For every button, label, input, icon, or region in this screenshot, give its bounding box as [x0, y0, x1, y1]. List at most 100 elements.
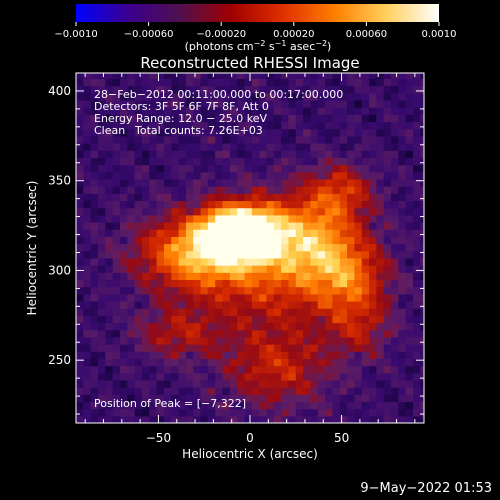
heatmap-cell	[207, 186, 216, 194]
heatmap-cell	[420, 229, 424, 237]
heatmap-cell	[354, 358, 363, 367]
heatmap-cell	[347, 107, 355, 115]
heatmap-cell	[369, 351, 377, 359]
heatmap-cell	[112, 114, 121, 123]
heatmap-cell	[281, 293, 290, 302]
heatmap-cell	[273, 128, 282, 137]
heatmap-cell	[149, 308, 158, 316]
heatmap-cell	[361, 178, 370, 187]
heatmap-cell	[413, 135, 421, 144]
heatmap-cell	[361, 336, 370, 345]
heatmap-cell	[178, 257, 187, 266]
heatmap-cell	[185, 279, 194, 288]
heatmap-cell	[281, 78, 290, 87]
heatmap-cell	[97, 229, 106, 237]
heatmap-cell	[76, 344, 84, 352]
heatmap-cell	[295, 300, 304, 309]
heatmap-cell	[251, 143, 260, 151]
heatmap-cell	[134, 293, 143, 302]
heatmap-cell	[325, 293, 334, 302]
heatmap-cell	[171, 358, 180, 367]
heatmap-cell	[273, 329, 282, 338]
heatmap-cell	[317, 308, 326, 316]
heatmap-cell	[339, 272, 348, 281]
heatmap-cell	[317, 265, 326, 273]
heatmap-cell	[259, 329, 268, 338]
heatmap-cell	[369, 143, 377, 151]
heatmap-cell	[303, 329, 312, 338]
heatmap-cell	[347, 372, 355, 381]
heatmap-cell	[266, 221, 275, 230]
heatmap-cell	[303, 336, 312, 345]
heatmap-cell	[222, 250, 231, 259]
heatmap-cell	[310, 73, 319, 79]
heatmap-cell	[237, 150, 246, 158]
heatmap-cell	[83, 415, 92, 423]
heatmap-cell	[237, 387, 246, 395]
heatmap-cell	[339, 315, 348, 324]
heatmap-cell	[200, 186, 209, 194]
heatmap-cell	[398, 387, 407, 395]
heatmap-cell	[339, 114, 348, 123]
heatmap-cell	[281, 236, 290, 245]
heatmap-cell	[171, 315, 180, 324]
heatmap-cell	[405, 107, 414, 115]
heatmap-cell	[295, 186, 304, 194]
heatmap-cell	[317, 200, 326, 209]
heatmap-cell	[178, 308, 187, 316]
heatmap-cell	[354, 164, 363, 173]
heatmap-cell	[244, 207, 253, 216]
heatmap-cell	[149, 322, 158, 331]
heatmap-cell	[251, 186, 260, 194]
heatmap-cell	[361, 315, 370, 324]
heatmap-cell	[171, 164, 180, 173]
heatmap-cell	[347, 78, 355, 87]
heatmap-cell	[391, 365, 399, 374]
heatmap-cell	[229, 300, 238, 309]
heatmap-cell	[281, 114, 290, 123]
heatmap-cell	[222, 107, 231, 115]
heatmap-cell	[119, 128, 128, 137]
heatmap-cell	[361, 401, 370, 410]
heatmap-cell	[134, 243, 143, 252]
heatmap-cell	[207, 107, 216, 115]
heatmap-cell	[288, 164, 297, 173]
heatmap-cell	[119, 150, 128, 158]
heatmap-cell	[376, 293, 385, 302]
heatmap-cell	[361, 107, 370, 115]
heatmap-cell	[361, 408, 370, 417]
heatmap-cell	[90, 365, 99, 374]
heatmap-cell	[222, 229, 231, 237]
heatmap-cell	[266, 300, 275, 309]
heatmap-cell	[222, 322, 231, 331]
heatmap-cell	[222, 394, 231, 403]
heatmap-cell	[273, 171, 282, 180]
heatmap-cell	[127, 300, 136, 309]
heatmap-cell	[222, 387, 231, 395]
heatmap-cell	[295, 401, 304, 410]
heatmap-cell	[156, 236, 165, 245]
heatmap-cell	[295, 214, 304, 223]
heatmap-cell	[237, 315, 246, 324]
heatmap-cell	[244, 135, 253, 144]
heatmap-cell	[347, 200, 355, 209]
heatmap-cell	[141, 99, 150, 108]
heatmap-cell	[207, 379, 216, 388]
heatmap-cell	[229, 186, 238, 194]
heatmap-cell	[156, 279, 165, 288]
heatmap-cell	[369, 394, 377, 403]
heatmap-cell	[259, 143, 268, 151]
heatmap-cell	[325, 143, 334, 151]
heatmap-cell	[97, 365, 106, 374]
heatmap-cell	[112, 200, 121, 209]
heatmap-cell	[325, 401, 334, 410]
heatmap-cell	[391, 372, 399, 381]
heatmap-cell	[90, 135, 99, 144]
heatmap-cell	[398, 200, 407, 209]
heatmap-cell	[325, 365, 334, 374]
heatmap-cell	[281, 372, 290, 381]
heatmap-cell	[281, 214, 290, 223]
heatmap-cell	[178, 164, 187, 173]
heatmap-cell	[134, 207, 143, 216]
heatmap-cell	[76, 286, 84, 295]
